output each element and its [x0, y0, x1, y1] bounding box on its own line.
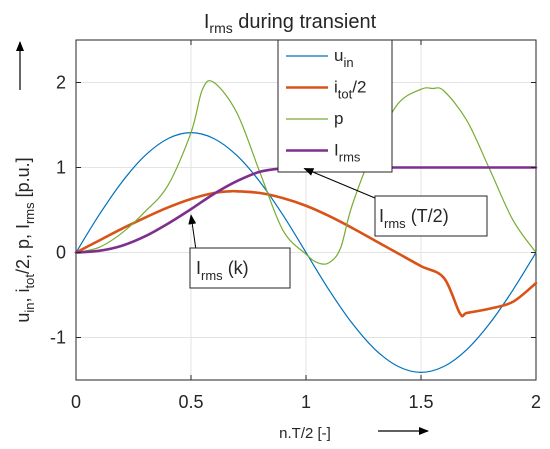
annotation-box	[189, 247, 291, 289]
legend-label: uin	[334, 46, 354, 70]
annotation-arrow	[303, 168, 376, 199]
legend-label: itot/2	[334, 78, 366, 102]
series-group	[74, 80, 538, 373]
x-tick-label: 2	[531, 392, 541, 412]
series-line-1	[75, 132, 537, 373]
y-tick-label: 1	[56, 158, 66, 178]
axis-ticks: 0 0.5 1 1.5 2 -1 0 1 2	[50, 40, 541, 412]
y-axis-label: uin, itot/2, p, Irms [p.u.]	[13, 157, 37, 322]
annotations: Irms (T/2) Irms (k)	[188, 168, 488, 289]
y-tick-label: 2	[56, 73, 66, 93]
series-line-3	[75, 80, 537, 265]
annotation-label: Irms (T/2)	[379, 206, 449, 231]
y-tick-label: 0	[56, 243, 66, 263]
annotation-arrow	[188, 214, 197, 251]
annotation-label: Irms (k)	[196, 258, 249, 283]
annotation-box	[374, 195, 488, 237]
series-line-2	[74, 189, 538, 318]
x-tick-label: 0.5	[178, 392, 203, 412]
chart-title: Irms during transient	[204, 11, 377, 36]
x-tick-label: 0	[71, 392, 81, 412]
x-tick-label: 1	[301, 392, 311, 412]
legend: uin itot/2 p Irms	[277, 39, 393, 173]
x-axis-label: n.T/2 [-]	[279, 425, 331, 442]
legend-label: p	[334, 109, 343, 128]
legend-label: Irms	[334, 141, 361, 165]
legend-box	[277, 39, 393, 173]
x-tick-label: 1.5	[408, 392, 433, 412]
y-tick-label: -1	[50, 328, 66, 348]
